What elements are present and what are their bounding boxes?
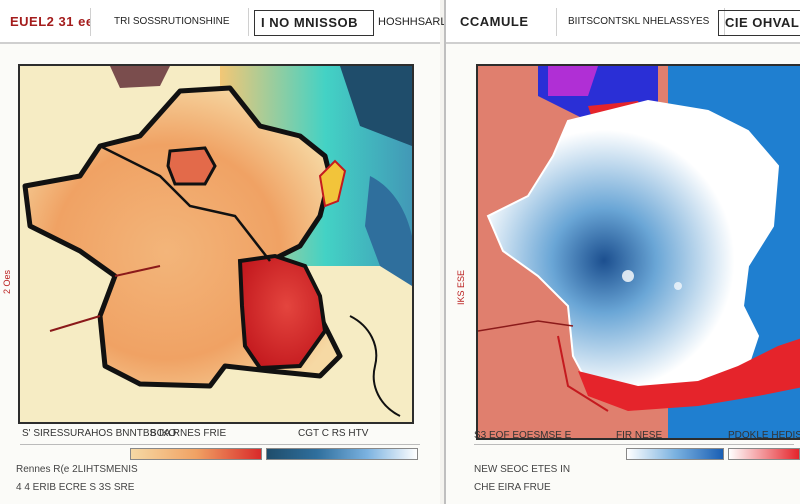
right-map[interactable] [476, 64, 800, 440]
left-caption-mid: BCA RNES FRIE [150, 428, 227, 439]
left-border-line-2 [49, 265, 161, 332]
left-footnote-2: 4 4 ERIB ECRE S 3S SRE [16, 482, 135, 493]
right-border-line [557, 335, 609, 412]
left-side-label: 2 Oes [2, 270, 12, 295]
left-tab-0[interactable]: EUEL2 31 ees [4, 8, 91, 36]
left-hot-center [166, 146, 217, 186]
right-caption-left: S3 EOF EOESMSE E [474, 430, 572, 441]
left-top-brown [110, 66, 170, 88]
legend-cool [266, 448, 418, 460]
right-panel: CCAMULE BIITSCONTSKL NHELASSYES CIE OHVA… [444, 0, 800, 504]
right-west-line [478, 320, 574, 332]
left-tab-1[interactable]: TRI SOSSRUTIONSHINE [108, 8, 249, 36]
legend-right-cool [626, 448, 724, 460]
right-caption-right: PDOKLE HEDIS [728, 430, 800, 441]
right-map-svg [478, 66, 800, 438]
left-rule [20, 444, 420, 445]
right-footnote-2: CHE EIRA FRUE [474, 482, 551, 493]
left-topbar: EUEL2 31 ees TRI SOSSRUTIONSHINE I NO MN… [0, 0, 445, 44]
left-footnote-1: Rennes R(e 2LIHTSMENIS [16, 464, 138, 475]
left-border-line-1 [99, 144, 271, 262]
right-cold-spot-2 [674, 282, 682, 290]
right-violet-patch [548, 66, 598, 96]
right-south-red [578, 338, 800, 411]
left-caption-right: CGT C RS HTV [298, 428, 369, 439]
left-hot-southeast [237, 253, 328, 371]
left-alps-blue [365, 176, 412, 286]
left-dark-corner [340, 66, 412, 146]
right-side-label: IKS ESE [456, 270, 466, 306]
legend-warm [130, 448, 262, 460]
right-topbar: CCAMULE BIITSCONTSKL NHELASSYES CIE OHVA… [446, 0, 800, 44]
left-coast-line [349, 315, 401, 417]
left-tab-3[interactable]: HOSHHSARLE [372, 8, 445, 36]
legend-right-warm [728, 448, 800, 460]
right-tab-1[interactable]: BIITSCONTSKL NHELASSYES [562, 8, 725, 36]
left-yellow-wedge [318, 159, 347, 208]
right-caption-mid: FIR NESE [616, 430, 663, 441]
right-cold-spot-1 [622, 270, 634, 282]
left-tab-2[interactable]: I NO MNISSOB [254, 10, 374, 36]
right-footnote-1: NEW SEOC ETES IN [474, 464, 571, 475]
right-tab-0[interactable]: CCAMULE [454, 8, 557, 36]
left-map[interactable] [18, 64, 414, 424]
left-caption-left: S' SIRESSURAHOS BNNTBS IKO [22, 428, 177, 439]
left-map-svg [20, 66, 412, 422]
right-rule [474, 444, 794, 445]
right-tab-2[interactable]: CIE OHVALR [718, 10, 800, 36]
left-panel: EUEL2 31 ees TRI SOSSRUTIONSHINE I NO MN… [0, 0, 445, 493]
